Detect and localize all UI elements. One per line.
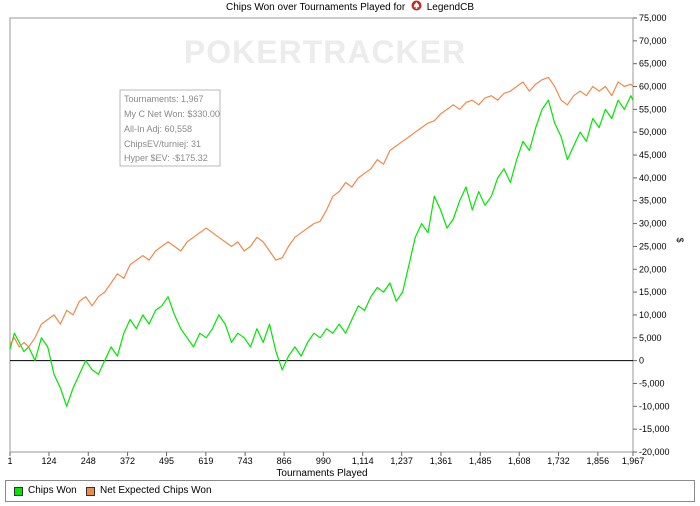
y-tick-label: 50,000 (639, 127, 667, 137)
x-tick-label: 1,114 (352, 456, 374, 466)
legend: Chips Won Net Expected Chips Won (5, 480, 695, 502)
x-axis-title: Tournaments Played (276, 468, 367, 479)
watermark-text: POKERTRACKER (184, 34, 466, 70)
x-tick-label: 1 (7, 456, 12, 466)
plot-background (9, 17, 634, 453)
stats-line: ChipsEV/turniej: 31 (124, 139, 201, 149)
y-tick-label: 0 (639, 356, 644, 366)
chart-area: POKERTRACKER -20,000 -15,000 -10,000 -5,000… (7, 13, 685, 479)
y-tick-label: 10,000 (639, 310, 667, 320)
y-tick-label: 45,000 (639, 150, 667, 160)
stats-line: Hyper $EV: -$175.32 (124, 153, 208, 163)
stats-line: My C Net Won: $330.00 (124, 109, 220, 119)
stats-line: All-In Adj: 60,558 (124, 124, 192, 134)
stats-box: Tournaments: 1,967 My C Net Won: $330.00… (119, 89, 221, 167)
x-tick-label: 1,237 (390, 456, 413, 466)
x-tick-label: 1,608 (508, 456, 531, 466)
player-name: LegendCB (426, 2, 474, 14)
legend-item-net-expected[interactable]: Net Expected Chips Won (86, 485, 212, 497)
y-tick-label: -20,000 (639, 447, 670, 457)
chart-title-text: Chips Won over Tournaments Played for (226, 2, 406, 14)
x-tick-label: 495 (159, 456, 174, 466)
x-tick-label: 743 (238, 456, 253, 466)
x-tick-label: 866 (277, 456, 292, 466)
y-axis-title: $ (675, 237, 685, 242)
y-tick-label: -15,000 (639, 424, 670, 434)
series-line-chips-won (9, 95, 634, 407)
x-tick-label: 1,967 (622, 456, 645, 466)
x-tick-label: 372 (120, 456, 135, 466)
x-tick-label: 619 (198, 456, 213, 466)
x-tick-label: 990 (316, 456, 331, 466)
y-tick-label: 60,000 (639, 82, 667, 92)
y-tick-label: -5,000 (639, 378, 665, 388)
y-tick-label: 30,000 (639, 219, 667, 229)
y-tick-label: 15,000 (639, 287, 667, 297)
y-tick-label: -10,000 (639, 401, 670, 411)
x-tick-label: 248 (81, 456, 96, 466)
x-tick-label: 124 (41, 456, 56, 466)
y-tick-label: 75,000 (639, 13, 667, 23)
chart-title: Chips Won over Tournaments Played for Le… (0, 0, 700, 14)
series-line-net-expected (9, 76, 634, 348)
legend-swatch-chips-won (14, 486, 23, 496)
y-tick-label: 70,000 (639, 36, 667, 46)
y-tick-label: 65,000 (639, 59, 667, 69)
legend-swatch-net-expected (86, 486, 95, 496)
x-tick-label: 1,361 (430, 456, 453, 466)
x-tick-label: 1,485 (469, 456, 492, 466)
legend-item-chips-won[interactable]: Chips Won (14, 485, 77, 497)
stats-line: Tournaments: 1,967 (124, 94, 204, 104)
x-tick-label: 1,732 (547, 456, 570, 466)
legend-label: Net Expected Chips Won (100, 485, 212, 496)
x-tick-label: 1,856 (587, 456, 610, 466)
y-tick-label: 20,000 (639, 264, 667, 274)
series-layer (9, 76, 634, 407)
x-axis-ticks: 1 124 248 372 495 619 743 866 990 1,114 1,237 1,361… (7, 452, 644, 466)
y-tick-label: 55,000 (639, 104, 667, 114)
y-tick-label: 40,000 (639, 173, 667, 183)
y-tick-label: 5,000 (639, 333, 662, 343)
pokertracker-spade-icon (411, 0, 422, 15)
y-tick-label: 25,000 (639, 241, 667, 251)
legend-label: Chips Won (28, 485, 77, 496)
y-tick-label: 35,000 (639, 196, 667, 206)
y-axis-ticks: -20,000 -15,000 -10,000 -5,000 0 5,000 10,000 1… (633, 13, 670, 457)
